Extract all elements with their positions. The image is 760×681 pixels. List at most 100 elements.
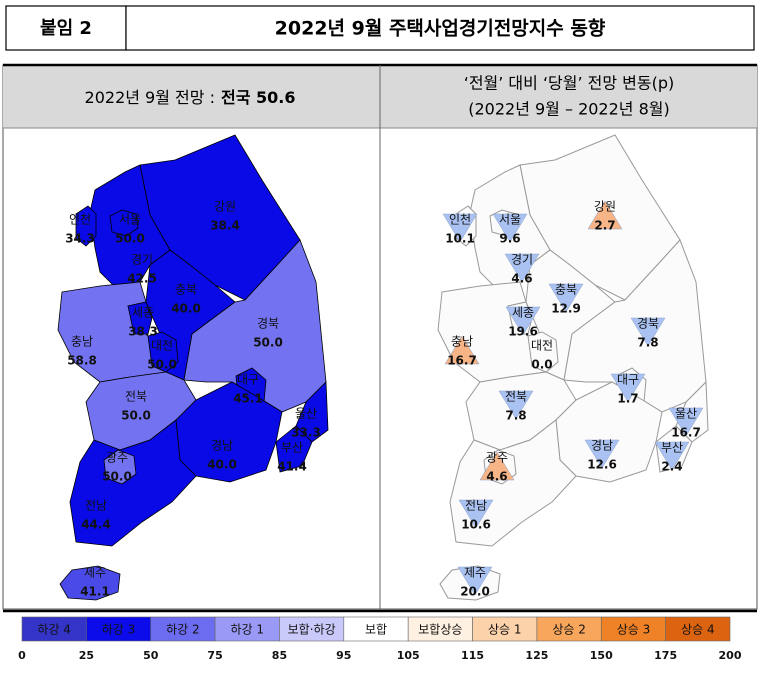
region-name: 대구: [617, 373, 639, 387]
change-marker: [498, 390, 534, 420]
right-heading-line2: (2022년 9월 – 2022년 8월): [468, 100, 670, 119]
legend-tick: 95: [336, 649, 351, 662]
region-name: 전남: [465, 499, 487, 513]
legend-swatch: [665, 616, 731, 642]
legend: 하강 4 하강 3 하강 2 하강 1 보합·하강 보합 보합상승 상승 1 상승 2 상승 3 상…: [18, 616, 742, 662]
change-marker: [458, 499, 494, 529]
region-change: 16.7: [447, 354, 477, 368]
region-change: 10.6: [461, 518, 491, 532]
region-value: 41.1: [80, 585, 110, 599]
region-change: 19.6: [508, 325, 538, 339]
change-marker: [457, 566, 493, 596]
change-marker: [492, 213, 528, 243]
legend-swatch: [21, 616, 87, 642]
legend-tick: 50: [143, 649, 159, 662]
left_panel-map: 강원 38.4 경기 42.5 서울 50.0 인천 34.3 충북 40.0 충남 58.8 세종 38…: [57, 134, 329, 601]
region-name: 강원: [594, 200, 616, 214]
region-name: 광주: [106, 451, 128, 465]
region-name: 경기: [131, 253, 153, 267]
region-name: 울산: [675, 407, 697, 421]
legend-tick: 150: [590, 649, 613, 662]
region-value: 50.0: [115, 232, 145, 246]
region-name: 경기: [511, 253, 533, 267]
region-name: 제주: [84, 566, 106, 580]
region-name: 서울: [119, 213, 141, 227]
change-marker: [630, 317, 666, 347]
change-marker: [587, 200, 623, 230]
region: [59, 565, 121, 601]
region: [103, 449, 137, 485]
region-value: 58.8: [67, 354, 97, 368]
region-change: 10.1: [445, 232, 475, 246]
region: [527, 331, 559, 373]
region-name: 충북: [555, 283, 577, 297]
legend-tick: 75: [207, 649, 222, 662]
region-value: 38.3: [128, 325, 158, 339]
region-name: 대전: [151, 339, 173, 353]
legend-label: 하강 1: [231, 623, 265, 637]
region-name: 제주: [464, 566, 486, 580]
legend-swatch: [150, 616, 216, 642]
region-name: 전남: [85, 499, 107, 513]
region-value: 38.4: [210, 219, 240, 233]
legend-swatch: [407, 616, 473, 642]
change-marker: [668, 407, 704, 437]
region-name: 충남: [71, 335, 93, 349]
region-change: 7.8: [505, 409, 526, 423]
change-marker: [444, 335, 480, 365]
legend-tick: 175: [654, 649, 677, 662]
region-value: 50.0: [147, 358, 177, 372]
region-name: 세종: [132, 306, 154, 320]
change-marker: [505, 306, 541, 336]
region-change: 0.0: [531, 358, 552, 372]
region-name: 충남: [451, 335, 473, 349]
region-name: 인천: [69, 212, 91, 227]
legend-swatch: [343, 616, 409, 642]
region: [275, 425, 313, 473]
region-value: 40.0: [207, 458, 237, 472]
region-value: 41.4: [277, 460, 307, 474]
legend-label: 하강 3: [102, 623, 136, 637]
region-value: 50.0: [253, 336, 283, 350]
region-change: 7.8: [637, 336, 658, 350]
region: [127, 301, 153, 335]
legend-label: 상승 2: [552, 623, 586, 637]
right-heading-line1: ‘전월’ 대비 ‘당월’ 전망 변동(p): [464, 74, 675, 93]
maps: 강원 38.4 경기 42.5 서울 50.0 인천 34.3 충북 40.0 충남 58.8 세종 38…: [57, 134, 709, 601]
region: [69, 419, 197, 547]
legend-tick: 25: [79, 649, 94, 662]
region-name: 경북: [257, 317, 279, 331]
region-value: 42.5: [127, 272, 157, 286]
region-name: 울산: [295, 407, 317, 421]
region-change: 16.7: [671, 426, 701, 440]
legend-label: 상승 3: [617, 623, 651, 637]
region-value: 50.0: [121, 409, 151, 423]
region-name: 대전: [531, 339, 553, 353]
label-box: [5, 5, 127, 51]
legend-swatch: [600, 616, 666, 642]
region: [295, 381, 329, 443]
legend-swatch: [214, 616, 280, 642]
region-name: 경북: [637, 317, 659, 331]
left-heading-value: 전국 50.6: [221, 88, 296, 107]
region-change: 12.6: [587, 458, 617, 472]
legend-swatch: [536, 616, 602, 642]
region-name: 인천: [449, 212, 471, 227]
region-change: 4.6: [511, 272, 532, 286]
region: [147, 331, 179, 373]
legend-label: 상승 1: [488, 623, 522, 637]
region-value: 45.1: [233, 392, 263, 406]
change-marker: [479, 451, 515, 481]
region-value: 34.3: [65, 232, 95, 246]
change-marker: [548, 283, 584, 313]
right_panel-map: 강원2.7경기4.6서울9.6인천10.1충북12.9충남16.7세종19.6대…: [437, 134, 709, 601]
change-marker: [584, 439, 620, 469]
legend-label: 하강 4: [37, 623, 71, 637]
region-change: 1.7: [617, 392, 638, 406]
title-box: [125, 5, 755, 51]
legend-label: 상승 4: [681, 623, 715, 637]
region-name: 강원: [214, 200, 236, 214]
legend-swatch: [472, 616, 538, 642]
legend-tick: 105: [397, 649, 420, 662]
header-label: 붙임 2: [40, 18, 92, 39]
